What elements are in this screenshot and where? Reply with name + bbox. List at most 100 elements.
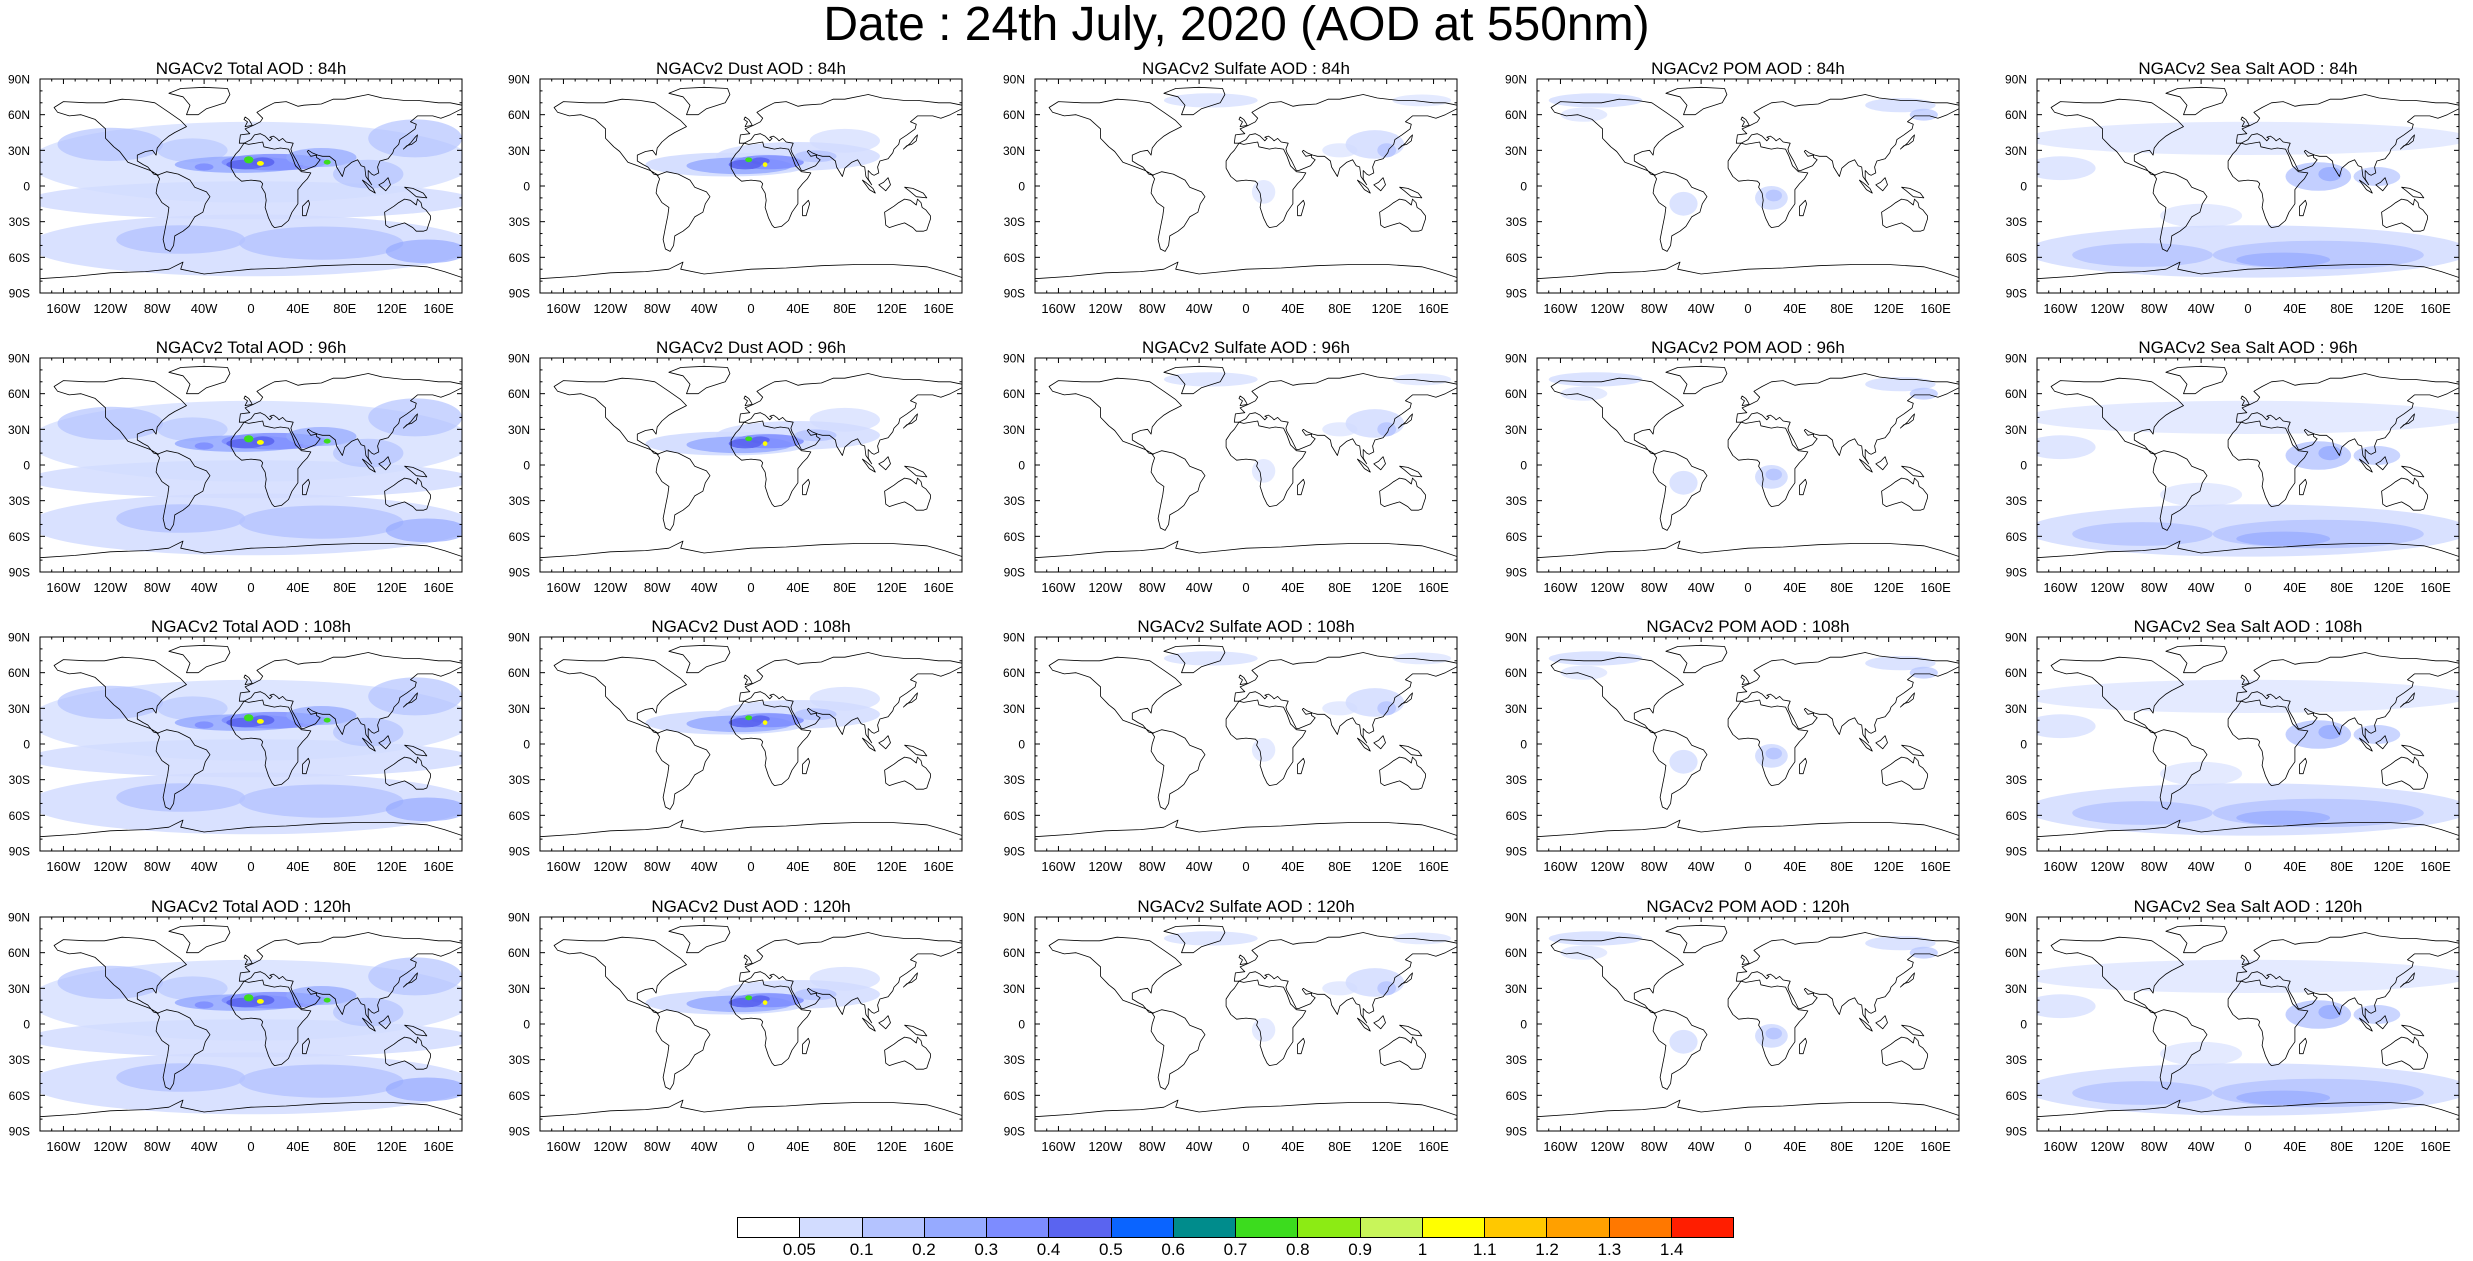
lat-tick-label: 30S: [9, 494, 30, 508]
lat-tick-label: 90S: [509, 1125, 530, 1139]
panel-title: NGACv2 POM AOD : 84h: [1651, 59, 1845, 78]
lat-tick-label: 60S: [2006, 1089, 2027, 1103]
lat-tick-label: 90S: [1506, 845, 1527, 859]
panel-title: NGACv2 Dust AOD : 120h: [651, 897, 851, 916]
lat-tick-label: 90N: [508, 631, 530, 645]
coastline-great-britain: [243, 395, 253, 406]
coastline-madagascar: [802, 478, 811, 496]
coastline-australia: [1379, 198, 1426, 232]
coastline-north-america: [1048, 656, 1182, 734]
coastline-madagascar: [2299, 1037, 2308, 1055]
lon-tick-label: 120E: [377, 859, 408, 874]
coastline-great-britain: [2240, 674, 2250, 685]
coastline-australia: [2381, 1036, 2428, 1070]
page-title: Date : 24th July, 2020 (AOD at 550nm): [823, 0, 1650, 51]
aod-blob: [239, 1064, 404, 1098]
aod-blob: [809, 128, 880, 153]
aod-blob: [762, 720, 768, 725]
aod-blob: [57, 406, 164, 440]
aod-blob: [2037, 435, 2096, 460]
coastline-south-america: [655, 729, 711, 810]
lat-tick-label: 60S: [509, 251, 530, 265]
coastlines: [1035, 644, 1457, 838]
aod-blob: [1548, 651, 1643, 666]
coastline-north-america: [1550, 656, 1684, 734]
lon-tick-label: 120E: [2374, 859, 2405, 874]
aod-blob: [2353, 725, 2401, 744]
colorbar-label: 1: [1417, 1240, 1428, 1259]
lon-tick-label: 80W: [644, 301, 671, 316]
coastline-greenland: [1163, 924, 1226, 954]
coastline-great-britain: [243, 674, 253, 685]
lon-tick-label: 120W: [593, 580, 628, 595]
colorbar-swatch: [1236, 1218, 1299, 1237]
colorbar-label: 1.1: [1472, 1240, 1497, 1259]
lon-tick-label: 40E: [786, 859, 809, 874]
lon-tick-label: 120W: [2090, 1139, 2125, 1154]
coastlines: [1537, 924, 1959, 1118]
coastline-antarctica: [40, 819, 462, 838]
lon-tick-label: 80E: [333, 580, 356, 595]
world-map: 90N 60N 30N 0 30S 60S 90S 160W 120W 80W 40W 0 40E 80E…: [1505, 911, 1960, 1154]
coastline-australia: [384, 477, 431, 511]
lat-tick-label: 90N: [1003, 73, 1025, 87]
aod-blob: [385, 518, 462, 543]
coastline-australia: [384, 198, 431, 232]
aod-field: [40, 677, 462, 835]
coastline-great-britain: [1238, 954, 1248, 965]
lat-tick-label: 30S: [1506, 494, 1527, 508]
coastline-australia: [2381, 756, 2428, 790]
lon-tick-label: 80W: [1641, 1139, 1668, 1154]
aod-blob: [2037, 959, 2459, 993]
coastline-borneo: [1373, 1015, 1386, 1030]
lat-tick-label: 0: [523, 738, 530, 752]
colorbar-label: 0.7: [1223, 1240, 1248, 1259]
coastline-madagascar: [1297, 757, 1306, 775]
coastline-madagascar: [1297, 478, 1306, 496]
lat-tick-label: 90S: [9, 566, 30, 580]
lat-tick-label: 30S: [2006, 1053, 2027, 1067]
coastline-borneo: [378, 735, 391, 750]
coastline-north-america: [1550, 936, 1684, 1014]
coastlines: [40, 86, 462, 280]
lon-tick-label: 40E: [786, 301, 809, 316]
coastline-north-america: [1550, 377, 1684, 455]
lat-tick-label: 0: [1520, 180, 1527, 194]
lon-tick-label: 80E: [1830, 1139, 1853, 1154]
lat-tick-label: 90S: [1004, 845, 1025, 859]
world-map: 90N 60N 30N 0 30S 60S 90S 160W 120W 80W 40W 0 40E 80E…: [1505, 631, 1960, 874]
coastline-madagascar: [302, 1037, 311, 1055]
lat-tick-label: 60N: [508, 108, 530, 122]
coastline-antarctica: [2037, 819, 2459, 838]
lon-tick-label: 160W: [546, 580, 581, 595]
panel-title: NGACv2 Sea Salt AOD : 96h: [2138, 338, 2358, 357]
lat-tick-label: 90N: [8, 911, 30, 925]
coastline-japan: [902, 972, 918, 988]
coastline-japan: [1397, 413, 1413, 429]
coastline-borneo: [378, 177, 391, 192]
coastline-sumatra: [2358, 737, 2373, 752]
aod-blob: [794, 988, 837, 1001]
coastline-japan: [2399, 692, 2415, 708]
tick-marks: [1536, 357, 1960, 573]
lon-tick-label: 80E: [833, 301, 856, 316]
coastlines: [1537, 644, 1959, 838]
coastline-greenland: [1163, 86, 1226, 116]
coastline-borneo: [878, 456, 891, 471]
aod-blob: [1560, 665, 1608, 680]
lon-tick-label: 160W: [1041, 859, 1076, 874]
coastline-new-guinea: [2401, 465, 2425, 478]
aod-blob: [2072, 1081, 2213, 1105]
lon-tick-label: 80E: [1830, 859, 1853, 874]
panel-title: NGACv2 Dust AOD : 84h: [656, 59, 846, 78]
lon-tick-label: 40W: [191, 859, 218, 874]
lon-tick-label: 0: [247, 580, 254, 595]
lat-tick-label: 30S: [1506, 1053, 1527, 1067]
aod-blob: [323, 159, 331, 165]
lon-tick-label: 160W: [2043, 301, 2078, 316]
coastline-antarctica: [1035, 540, 1457, 559]
coastline-greenland: [2165, 86, 2228, 116]
aod-blob: [368, 677, 462, 716]
coastline-sumatra: [361, 458, 376, 473]
coastline-australia: [1881, 198, 1928, 232]
